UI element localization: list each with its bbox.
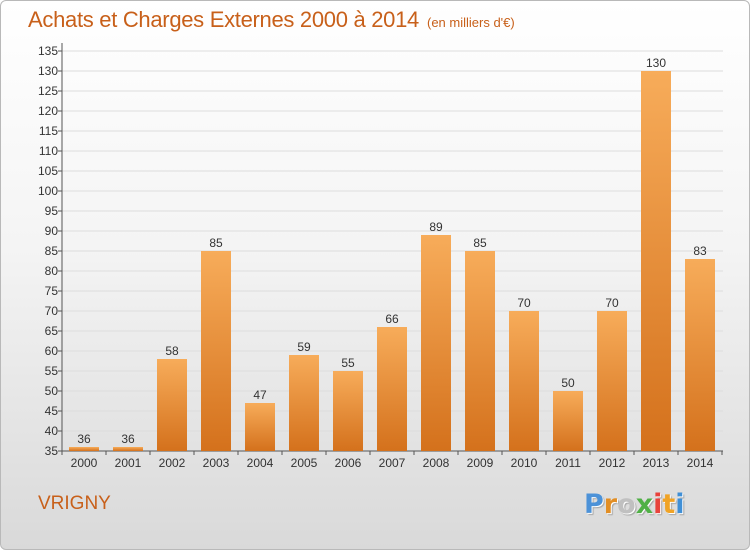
bar — [553, 391, 583, 451]
x-tick-label: 2011 — [555, 456, 581, 470]
bars — [69, 71, 715, 451]
y-tick-label: 45 — [45, 404, 59, 418]
proxiti-logo: Proxiti — [584, 489, 685, 520]
y-tick-label: 120 — [38, 104, 58, 118]
x-tick-label: 2003 — [203, 456, 230, 470]
x-tick-label: 2014 — [687, 456, 714, 470]
y-tick-label: 50 — [45, 384, 59, 398]
y-tick-labels: 35 40 45 50 55 60 65 70 75 80 85 90 95 100 105 110 115 12… — [38, 44, 58, 458]
y-tick-label: 55 — [45, 364, 59, 378]
bar-value-label: 85 — [473, 236, 487, 250]
bar-value-label: 89 — [429, 220, 443, 234]
logo-letter: x — [635, 489, 654, 520]
chart-title: Achats et Charges Externes 2000 à 2014 (e… — [28, 7, 515, 33]
y-tick-label: 135 — [38, 44, 58, 58]
y-tick-label: 70 — [45, 304, 59, 318]
commune-name: VRIGNY — [38, 493, 111, 514]
y-tick-label: 90 — [45, 224, 59, 238]
y-tick-label: 35 — [45, 444, 59, 458]
bar — [157, 359, 187, 451]
logo-letter: i — [675, 489, 685, 520]
x-tick-label: 2008 — [423, 456, 450, 470]
x-tick-label: 2009 — [467, 456, 494, 470]
bar-value-label: 50 — [561, 376, 575, 390]
x-tick-label: 2013 — [643, 456, 670, 470]
x-tick-label: 2001 — [115, 456, 142, 470]
y-tick-label: 40 — [45, 424, 59, 438]
y-tick-label: 75 — [45, 284, 59, 298]
y-tick-label: 115 — [39, 124, 58, 138]
logo-letter: r — [603, 489, 618, 520]
y-tick-label: 95 — [45, 204, 59, 218]
bar — [509, 311, 539, 451]
bar-value-label: 83 — [693, 244, 707, 258]
x-tick-label: 2000 — [71, 456, 98, 470]
x-tick-label: 2007 — [379, 456, 406, 470]
bar — [245, 403, 275, 451]
x-tick-label: 2002 — [159, 456, 186, 470]
bar — [641, 71, 671, 451]
bar-value-label: 55 — [341, 356, 355, 370]
bar — [377, 327, 407, 451]
bar — [289, 355, 319, 451]
bar — [69, 447, 99, 451]
y-tick-label: 80 — [45, 264, 59, 278]
bar-value-label: 36 — [77, 432, 91, 446]
x-tick-label: 2005 — [291, 456, 318, 470]
bar — [465, 251, 495, 451]
bar — [597, 311, 627, 451]
bar — [113, 447, 143, 451]
x-tick-label: 2006 — [335, 456, 362, 470]
y-tick-label: 65 — [45, 324, 59, 338]
bar-value-label: 70 — [517, 296, 531, 310]
logo-letter: o — [617, 489, 636, 520]
bar — [421, 235, 451, 451]
logo-letter: i — [653, 489, 663, 520]
y-tick-label: 105 — [38, 164, 58, 178]
x-tick-label: 2004 — [247, 456, 274, 470]
x-tick-label: 2010 — [511, 456, 538, 470]
bar — [201, 251, 231, 451]
x-tick-label: 2012 — [599, 456, 626, 470]
bar-value-label: 66 — [385, 312, 399, 326]
logo-letter: t — [662, 489, 676, 520]
y-tick-label: 60 — [45, 344, 59, 358]
bar-value-label: 59 — [297, 340, 311, 354]
logo-letter: P — [584, 489, 604, 520]
bar-value-label: 58 — [165, 344, 179, 358]
unit-label: (en milliers d'€) — [426, 15, 515, 30]
y-tick-label: 100 — [38, 184, 58, 198]
title-text: Achats et Charges Externes 2000 à 2014 — [28, 7, 419, 32]
y-tick-label: 85 — [45, 244, 59, 258]
bar-value-label: 47 — [253, 388, 267, 402]
bar — [333, 371, 363, 451]
y-tick-label: 130 — [38, 64, 58, 78]
y-tick-label: 125 — [38, 84, 58, 98]
value-labels: 36 36 58 85 47 59 55 66 89 85 70 50 70 130 83 — [77, 56, 707, 446]
bar-value-label: 36 — [121, 432, 135, 446]
bar-value-label: 85 — [209, 236, 223, 250]
x-tick-labels: 2000 2001 2002 2003 2004 2005 2006 2007 2008 2009… — [71, 456, 714, 470]
bar — [685, 259, 715, 451]
bar-value-label: 70 — [605, 296, 619, 310]
y-tick-label: 110 — [39, 144, 58, 158]
bar-value-label: 130 — [646, 56, 666, 70]
